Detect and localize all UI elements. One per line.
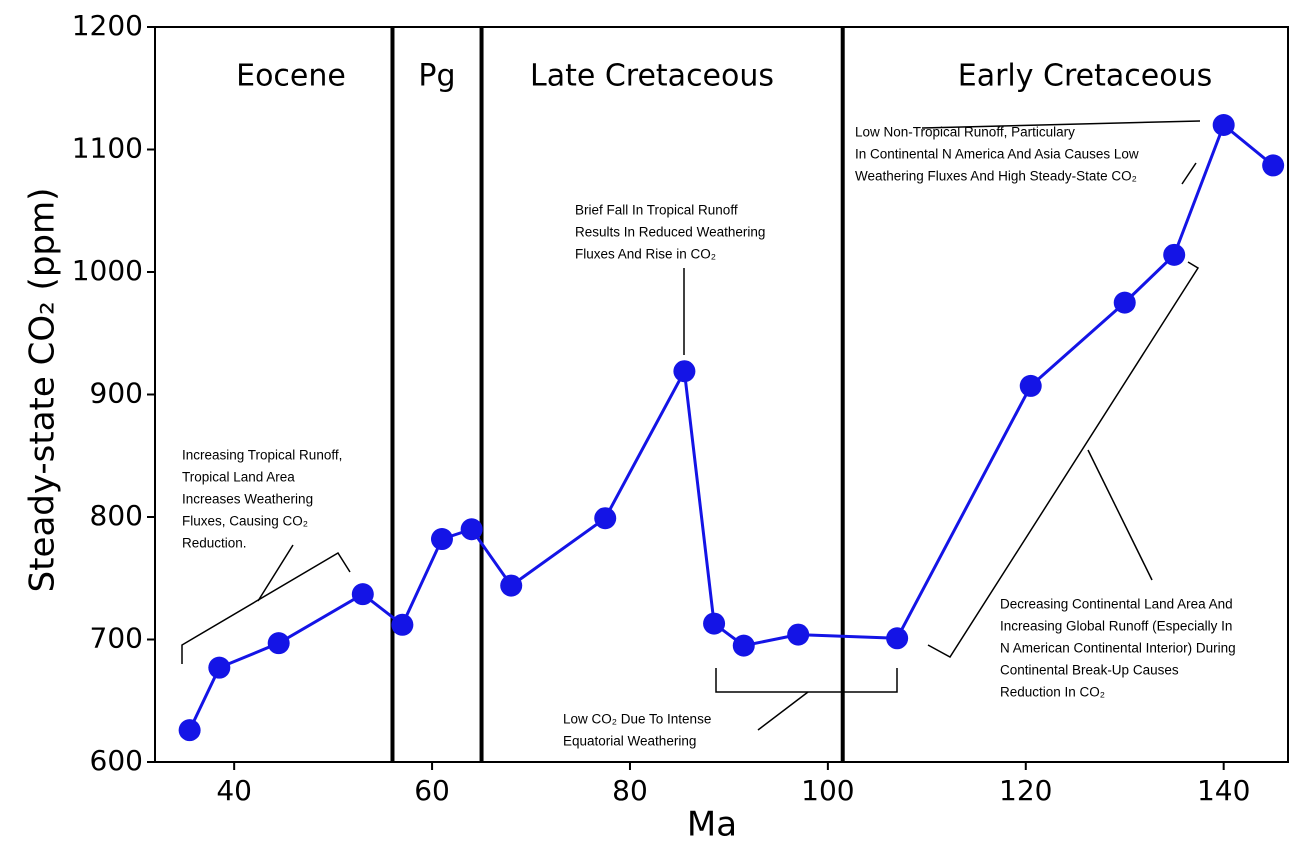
annotation: Results In Reduced Weathering bbox=[575, 225, 765, 240]
data-point bbox=[1163, 243, 1186, 266]
bracket bbox=[715, 668, 898, 693]
x-axis-label: Ma bbox=[687, 805, 737, 844]
annotation: N American Continental Interior) During bbox=[1000, 641, 1236, 656]
annotation: Reduction. bbox=[182, 536, 247, 551]
pointer bbox=[257, 544, 294, 602]
data-point bbox=[703, 612, 726, 635]
annotation: Weathering Fluxes And High Steady-State … bbox=[855, 169, 1137, 184]
data-point bbox=[267, 632, 290, 655]
y-tick-label: 900 bbox=[90, 377, 143, 410]
data-point bbox=[673, 360, 696, 383]
pointer bbox=[1181, 162, 1197, 185]
data-point bbox=[351, 583, 374, 606]
annotation: Increasing Global Runoff (Especially In bbox=[1000, 619, 1232, 634]
annotation: Low CO₂ Due To Intense bbox=[563, 712, 711, 727]
data-point bbox=[1212, 114, 1235, 136]
x-tick-label: 100 bbox=[801, 774, 854, 807]
y-tick-label: 1000 bbox=[72, 254, 143, 287]
data-point bbox=[460, 518, 483, 541]
data-point bbox=[787, 623, 810, 646]
annotation: Increases Weathering bbox=[182, 492, 313, 507]
pointer bbox=[1087, 449, 1153, 581]
x-tick-label: 80 bbox=[612, 774, 648, 807]
data-point bbox=[594, 507, 617, 530]
annotation-lines bbox=[181, 120, 1201, 731]
y-tick-label: 800 bbox=[90, 499, 143, 532]
annotation: Equatorial Weathering bbox=[563, 734, 696, 749]
annotation: In Continental N America And Asia Causes… bbox=[855, 147, 1139, 162]
data-point bbox=[1019, 374, 1042, 397]
annotation: Fluxes And Rise in CO₂ bbox=[575, 247, 716, 262]
bracket bbox=[927, 261, 1200, 658]
annotation: Decreasing Continental Land Area And bbox=[1000, 597, 1233, 612]
data-point bbox=[178, 719, 201, 742]
period-label: Pg bbox=[418, 59, 455, 94]
data-point bbox=[1113, 291, 1136, 314]
x-tick-label: 60 bbox=[414, 774, 450, 807]
data-point bbox=[208, 656, 231, 679]
annotation: Fluxes, Causing CO₂ bbox=[182, 514, 308, 529]
data-point bbox=[391, 613, 414, 636]
data-point bbox=[886, 627, 909, 650]
x-tick-label: 120 bbox=[999, 774, 1052, 807]
annotation: Increasing Tropical Runoff, bbox=[182, 448, 342, 463]
annotation: Brief Fall In Tropical Runoff bbox=[575, 203, 738, 218]
data-point bbox=[1262, 154, 1285, 177]
y-axis-label: Steady-state CO₂ (ppm) bbox=[23, 188, 63, 593]
annotation: Continental Break-Up Causes bbox=[1000, 663, 1179, 678]
period-label: Late Cretaceous bbox=[530, 59, 774, 94]
data-point bbox=[430, 528, 453, 551]
x-tick-label: 140 bbox=[1197, 774, 1250, 807]
period-label: Early Cretaceous bbox=[958, 59, 1212, 94]
y-tick-label: 1200 bbox=[72, 9, 143, 42]
period-label: Eocene bbox=[236, 59, 346, 94]
annotation: Reduction In CO₂ bbox=[1000, 685, 1105, 700]
annotation: Tropical Land Area bbox=[182, 470, 295, 485]
annotation: Low Non-Tropical Runoff, Particulary bbox=[855, 125, 1075, 140]
y-tick-label: 600 bbox=[90, 744, 143, 777]
data-point bbox=[732, 634, 755, 657]
y-tick-label: 1100 bbox=[72, 132, 143, 165]
data-point bbox=[500, 574, 523, 597]
pointer bbox=[757, 691, 809, 731]
pointer bbox=[921, 120, 1201, 129]
y-tick-label: 700 bbox=[90, 622, 143, 655]
x-tick-label: 40 bbox=[216, 774, 252, 807]
